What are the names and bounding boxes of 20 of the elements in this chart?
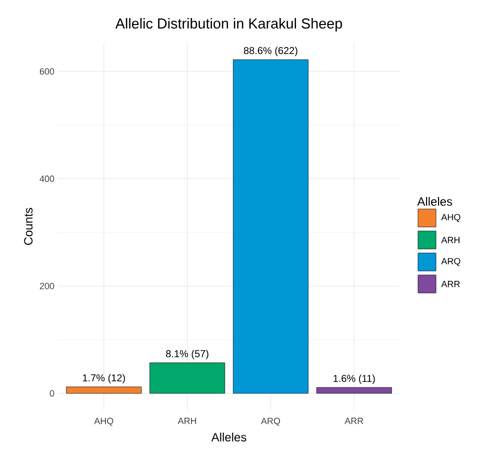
y-axis-title: Counts <box>24 208 33 245</box>
data-label: 1.6% (11) <box>334 374 375 384</box>
legend-label: ARH <box>441 236 460 244</box>
y-tick-label: 400 <box>40 176 54 182</box>
x-tick-label: AHQ <box>94 418 114 426</box>
data-label: 8.1% (57) <box>166 350 208 360</box>
data-label: 1.7% (12) <box>82 374 125 384</box>
data-label: 88.6% (622) <box>244 46 298 56</box>
y-tick-label: 600 <box>40 68 54 75</box>
y-tick-label: 200 <box>40 282 54 290</box>
legend-label: ARQ <box>441 258 460 266</box>
legend-label: ARR <box>441 280 460 288</box>
y-tick-label: 0 <box>50 390 54 397</box>
x-axis-title: Alleles <box>211 432 246 442</box>
legend-label: AHQ <box>441 214 460 222</box>
legend-title: Alleles <box>417 196 452 206</box>
x-tick-label: ARR <box>344 418 364 424</box>
x-tick-label: ARQ <box>260 418 280 426</box>
chart-title: Allelic Distribution in Karakul Sheep <box>115 18 342 32</box>
x-tick-label: ARH <box>178 418 196 424</box>
